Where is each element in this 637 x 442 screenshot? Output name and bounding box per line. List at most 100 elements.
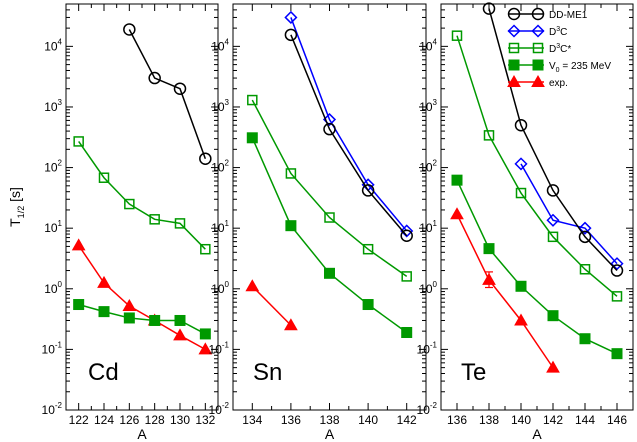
- y-tick-label: 100: [211, 280, 229, 296]
- data-point: [199, 152, 212, 165]
- y-tick-label: 103: [211, 98, 229, 114]
- data-point: [362, 243, 374, 255]
- data-point: [71, 238, 86, 251]
- x-tick-label: 130: [170, 413, 190, 427]
- panel-label: Te: [461, 359, 486, 386]
- data-point: [246, 132, 258, 144]
- series-d3c: [514, 157, 624, 271]
- data-point: [611, 348, 623, 360]
- legend-marker: [532, 42, 544, 54]
- series-exp: [450, 207, 560, 373]
- data-point: [610, 257, 624, 271]
- data-point: [400, 224, 414, 238]
- data-point: [610, 264, 624, 277]
- data-point: [284, 28, 298, 42]
- series-v0: [451, 174, 623, 360]
- data-point: [174, 218, 186, 229]
- data-point: [451, 30, 463, 41]
- series-line: [456, 213, 554, 369]
- data-point: [611, 291, 623, 302]
- legend-marker: [508, 42, 520, 54]
- data-point: [515, 187, 527, 199]
- x-tick-label: 140: [358, 413, 378, 427]
- data-point: [199, 328, 211, 340]
- y-tick-label: 104: [419, 37, 437, 53]
- y-tick-label: 102: [44, 159, 62, 175]
- data-point: [483, 243, 495, 255]
- data-point: [323, 122, 336, 136]
- series-exp: [71, 238, 213, 355]
- series-line: [251, 285, 292, 326]
- legend-item-v0: V0 = 235 MeV: [508, 59, 611, 74]
- legend-item-d3c: D3C: [507, 24, 567, 38]
- data-point: [73, 136, 84, 147]
- x-tick-label: 140: [511, 413, 531, 427]
- data-point: [124, 198, 135, 210]
- legend-item-exp: exp.: [507, 74, 568, 89]
- series-line: [456, 35, 618, 297]
- x-tick-label: 138: [319, 413, 339, 427]
- legend-item-ddme1: DD-ME1: [507, 7, 588, 21]
- series-line: [520, 163, 618, 265]
- data-point: [482, 2, 496, 15]
- x-tick-label: 146: [607, 413, 627, 427]
- series-line: [78, 141, 206, 250]
- series-v0: [73, 299, 211, 340]
- legend-marker: [508, 59, 520, 71]
- x-tick-label: 124: [94, 413, 114, 427]
- y-tick-label: 10-1: [209, 340, 230, 356]
- x-tick-label: 144: [575, 413, 595, 427]
- series-line: [128, 29, 207, 159]
- data-point: [173, 82, 187, 95]
- y-tick-label: 10-1: [417, 340, 438, 356]
- panel-te: 10-2 10-1 100 101 102 103 104 136 138 140 142 144 14…: [417, 2, 634, 442]
- plot-frame: [65, 3, 219, 411]
- legend-item-d3cstar: D3C*: [508, 42, 571, 55]
- data-point: [285, 220, 297, 232]
- legend-marker: [532, 59, 544, 71]
- data-point: [514, 118, 528, 132]
- legend: DD-ME1 D3C D3C* V0 = 235 MeV exp.: [507, 7, 611, 89]
- data-point: [285, 168, 297, 179]
- panel-sn: 10-2 10-1 100 101 102 103 104 134 136 138 140 142 A S…: [209, 3, 427, 442]
- data-point: [97, 275, 111, 288]
- data-point: [173, 328, 187, 341]
- data-point: [149, 214, 160, 225]
- series-line: [78, 303, 206, 335]
- x-tick-label: 136: [281, 413, 301, 427]
- legend-label: DD-ME1: [549, 10, 588, 21]
- data-point: [200, 243, 211, 255]
- data-point: [284, 10, 298, 25]
- x-tick-label: 122: [69, 413, 89, 427]
- legend-label: D3C*: [549, 43, 571, 55]
- data-point: [578, 221, 592, 235]
- y-tick-label: 10-1: [42, 340, 63, 356]
- data-point: [247, 94, 258, 106]
- data-point: [123, 312, 135, 324]
- y-tick-label: 103: [419, 98, 437, 114]
- x-tick-label: 126: [119, 413, 139, 427]
- data-point: [361, 184, 375, 197]
- legend-marker: [531, 7, 545, 21]
- x-axis-label: A: [325, 426, 335, 442]
- legend-label: exp.: [549, 78, 568, 89]
- data-point: [450, 207, 464, 220]
- panel-label: Cd: [88, 359, 119, 386]
- x-tick-label: 134: [242, 413, 262, 427]
- legend-label: D3C: [549, 26, 567, 38]
- legend-marker: [507, 24, 521, 38]
- series-d3cstar: [451, 30, 623, 302]
- data-point: [546, 184, 560, 197]
- data-point: [324, 212, 335, 223]
- y-tick-label: 104: [211, 37, 229, 53]
- series-exp: [245, 279, 298, 331]
- data-point: [245, 279, 260, 292]
- data-point: [514, 157, 528, 171]
- series-ddme1: [123, 23, 212, 165]
- data-point: [515, 280, 527, 292]
- y-tick-label: 10-2: [42, 401, 63, 417]
- x-axis-label: A: [137, 426, 147, 442]
- series-d3c: [284, 10, 414, 238]
- x-tick-label: 142: [397, 413, 417, 427]
- legend-label: V0 = 235 MeV: [549, 61, 611, 74]
